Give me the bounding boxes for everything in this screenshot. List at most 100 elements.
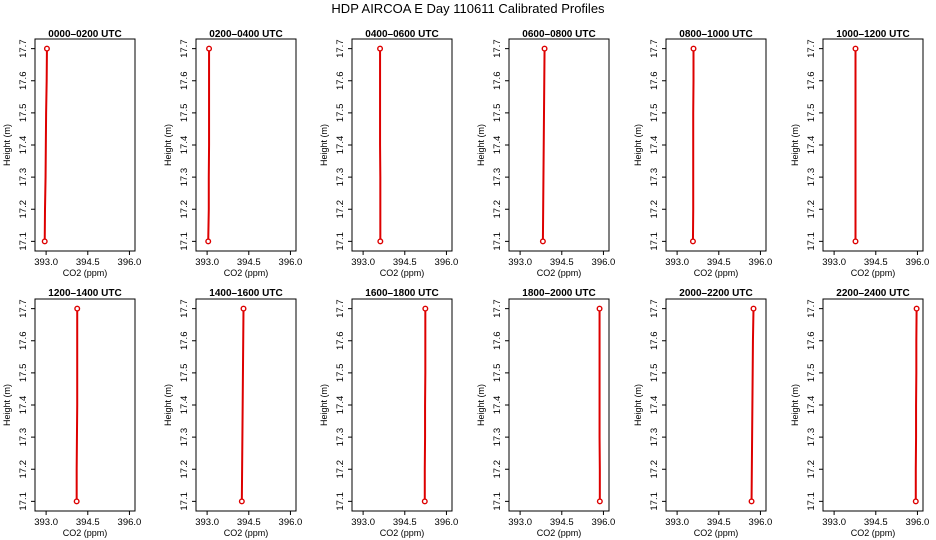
y-tick-label: 17.1 xyxy=(179,492,190,511)
panel-3: 0400–0600 UTC 393.0 394.5 396.0 CO2 (ppm) 17.… xyxy=(319,29,458,278)
y-tick-label: 17.2 xyxy=(335,460,346,479)
y-axis-label: Height (m) xyxy=(790,124,800,166)
x-tick-label: 394.5 xyxy=(237,257,261,268)
y-tick-label: 17.5 xyxy=(335,104,346,123)
y-tick-label: 17.5 xyxy=(492,364,503,383)
y-tick-label: 17.1 xyxy=(806,232,817,251)
y-tick-label: 17.5 xyxy=(335,364,346,383)
y-tick-label: 17.3 xyxy=(179,428,190,447)
y-tick-label: 17.7 xyxy=(806,299,817,318)
y-tick-label: 17.2 xyxy=(179,460,190,479)
y-tick-label: 17.2 xyxy=(18,200,29,219)
profile-point xyxy=(690,45,697,52)
x-tick-label: 393.0 xyxy=(195,257,219,268)
y-tick-label: 17.5 xyxy=(179,104,190,123)
y-tick-label: 17.1 xyxy=(649,232,660,251)
profile-line xyxy=(914,308,918,502)
panel-title: 0200–0400 UTC xyxy=(209,29,282,40)
x-tick-label: 396.0 xyxy=(749,517,773,528)
y-tick-label: 17.7 xyxy=(179,299,190,318)
y-tick-label: 17.2 xyxy=(492,460,503,479)
profile-point xyxy=(377,238,384,245)
panel-frame xyxy=(351,298,453,512)
x-axis-label: CO2 (ppm) xyxy=(63,528,108,538)
y-tick-label: 17.5 xyxy=(806,104,817,123)
y-tick-label: 17.7 xyxy=(492,39,503,58)
y-tick-label: 17.6 xyxy=(806,332,817,351)
y-tick-label: 17.1 xyxy=(806,492,817,511)
y-tick-label: 17.3 xyxy=(335,168,346,187)
y-tick-label: 17.6 xyxy=(335,72,346,91)
x-axis-label: CO2 (ppm) xyxy=(63,268,108,278)
profile-line xyxy=(541,48,546,242)
panel-title: 0800–1000 UTC xyxy=(679,29,752,40)
panel-frame xyxy=(34,38,136,252)
x-tick-label: 393.0 xyxy=(508,257,532,268)
y-tick-label: 17.7 xyxy=(649,299,660,318)
y-tick-label: 17.4 xyxy=(492,396,503,415)
y-tick-label: 17.6 xyxy=(179,332,190,351)
y-tick-label: 17.4 xyxy=(179,136,190,155)
y-tick-label: 17.3 xyxy=(335,428,346,447)
profile-point xyxy=(205,238,212,245)
panel-title: 1000–1200 UTC xyxy=(836,29,909,40)
y-tick-label: 17.1 xyxy=(492,232,503,251)
panel-2: 0200–0400 UTC 393.0 394.5 396.0 CO2 (ppm) 17.… xyxy=(163,29,302,278)
profile-point xyxy=(912,498,919,505)
profile-point xyxy=(421,498,428,505)
x-axis-label: CO2 (ppm) xyxy=(694,528,739,538)
y-tick-label: 17.1 xyxy=(179,232,190,251)
x-axis-label: CO2 (ppm) xyxy=(694,268,739,278)
y-tick-label: 17.2 xyxy=(18,460,29,479)
y-tick-label: 17.5 xyxy=(179,364,190,383)
profile-point xyxy=(750,305,757,312)
y-tick-label: 17.6 xyxy=(335,332,346,351)
profile-point xyxy=(238,498,245,505)
x-tick-label: 396.0 xyxy=(118,257,142,268)
x-tick-label: 394.5 xyxy=(707,257,731,268)
y-axis-label: Height (m) xyxy=(319,124,329,166)
y-tick-label: 17.2 xyxy=(492,200,503,219)
y-tick-label: 17.5 xyxy=(806,364,817,383)
y-axis-label: Height (m) xyxy=(163,384,173,426)
panel-frame xyxy=(822,298,924,512)
x-tick-label: 394.5 xyxy=(237,517,261,528)
y-tick-label: 17.1 xyxy=(18,492,29,511)
x-tick-label: 396.0 xyxy=(906,517,930,528)
y-tick-label: 17.1 xyxy=(335,232,346,251)
y-tick-label: 17.7 xyxy=(179,39,190,58)
y-tick-label: 17.3 xyxy=(806,168,817,187)
profile-point xyxy=(377,45,384,52)
panel-title: 0000–0200 UTC xyxy=(48,29,121,40)
x-tick-label: 393.0 xyxy=(34,517,58,528)
x-tick-label: 396.0 xyxy=(906,257,930,268)
x-axis-label: CO2 (ppm) xyxy=(224,268,269,278)
profile-point xyxy=(74,305,81,312)
y-tick-label: 17.4 xyxy=(492,136,503,155)
panel-frame xyxy=(351,38,453,252)
x-tick-label: 396.0 xyxy=(592,257,616,268)
y-axis-label: Height (m) xyxy=(319,384,329,426)
panel-frame xyxy=(822,38,924,252)
y-tick-label: 17.5 xyxy=(18,364,29,383)
x-tick-label: 393.0 xyxy=(822,517,846,528)
y-tick-label: 17.6 xyxy=(179,72,190,91)
y-tick-label: 17.6 xyxy=(649,72,660,91)
panel-frame xyxy=(508,38,610,252)
panel-1: 0000–0200 UTC 393.0 394.5 396.0 CO2 (ppm) 17.… xyxy=(2,29,141,278)
profile-point xyxy=(913,305,920,312)
x-axis-label: CO2 (ppm) xyxy=(380,528,425,538)
x-tick-label: 394.5 xyxy=(864,517,888,528)
x-tick-label: 396.0 xyxy=(118,517,142,528)
y-tick-label: 17.3 xyxy=(179,168,190,187)
panel-title: 2200–2400 UTC xyxy=(836,288,909,299)
profile-line xyxy=(43,48,48,242)
y-tick-label: 17.2 xyxy=(179,200,190,219)
x-tick-label: 393.0 xyxy=(351,517,375,528)
profile-line xyxy=(75,308,79,502)
profile-point xyxy=(539,238,546,245)
y-axis-label: Height (m) xyxy=(2,384,12,426)
y-tick-label: 17.6 xyxy=(18,332,29,351)
profile-point xyxy=(206,45,213,52)
